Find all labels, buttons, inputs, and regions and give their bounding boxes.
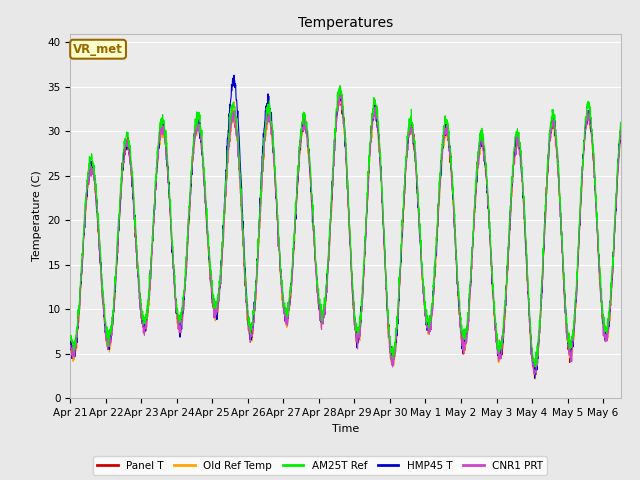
Text: VR_met: VR_met: [73, 43, 123, 56]
Y-axis label: Temperature (C): Temperature (C): [32, 170, 42, 262]
X-axis label: Time: Time: [332, 424, 359, 433]
Title: Temperatures: Temperatures: [298, 16, 393, 30]
Legend: Panel T, Old Ref Temp, AM25T Ref, HMP45 T, CNR1 PRT: Panel T, Old Ref Temp, AM25T Ref, HMP45 …: [93, 456, 547, 475]
